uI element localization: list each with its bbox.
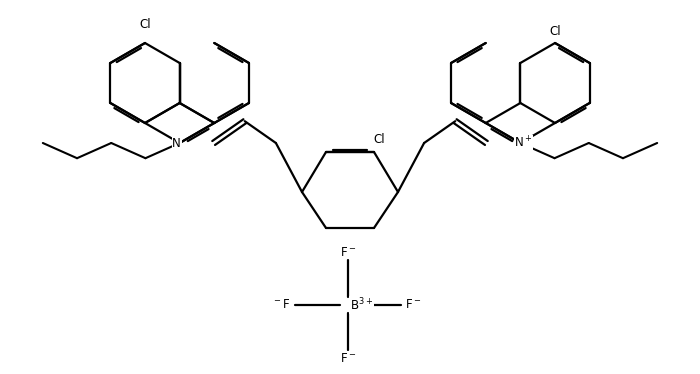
Text: F$^-$: F$^-$ — [405, 298, 421, 312]
Text: Cl: Cl — [139, 18, 150, 31]
Text: Cl: Cl — [550, 25, 561, 37]
Text: Cl: Cl — [373, 132, 385, 145]
Text: F$^-$: F$^-$ — [340, 352, 356, 365]
Text: B$^{3+}$: B$^{3+}$ — [350, 297, 373, 313]
Text: N: N — [172, 137, 181, 150]
Text: F$^-$: F$^-$ — [340, 245, 356, 258]
Text: $^-$F: $^-$F — [272, 298, 290, 312]
Text: N$^+$: N$^+$ — [514, 135, 533, 151]
